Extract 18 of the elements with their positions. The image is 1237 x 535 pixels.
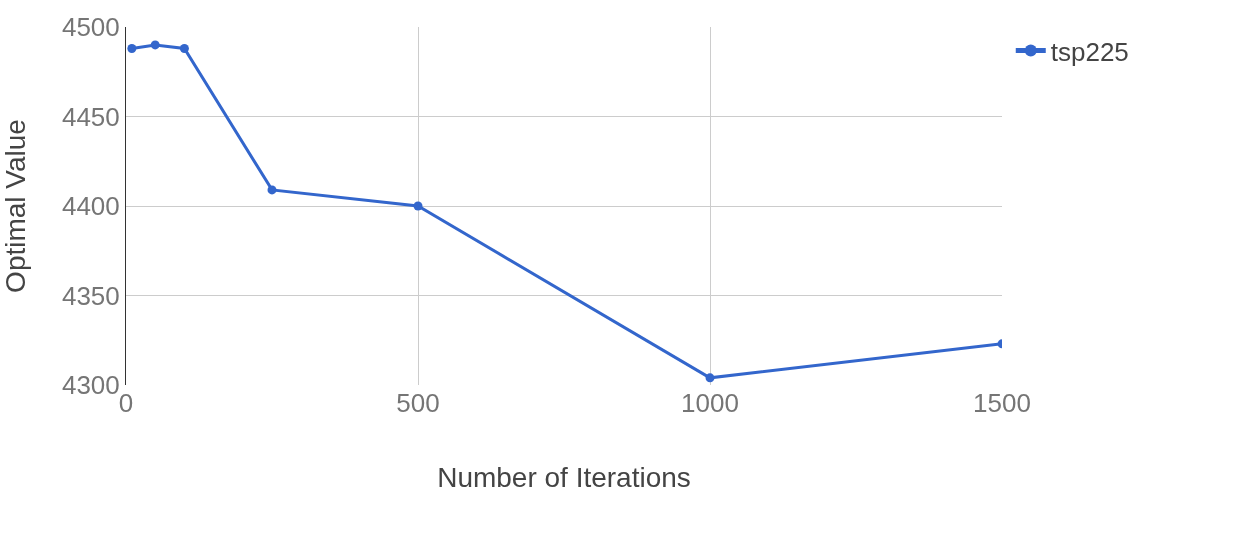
point xyxy=(267,185,277,195)
x-axis-title: Number of Iterations xyxy=(437,462,691,494)
point xyxy=(705,373,715,383)
y-tick-label: 4350 xyxy=(61,280,120,311)
y-tick-label: 4300 xyxy=(61,370,120,401)
x-tick-label: 0 xyxy=(118,388,134,418)
point xyxy=(150,40,160,50)
y-tick-label: 4450 xyxy=(61,101,120,132)
point xyxy=(413,201,423,211)
point xyxy=(127,43,137,53)
x-tick-label: 500 xyxy=(396,388,440,418)
y-tick-label: 4500 xyxy=(61,12,120,43)
point xyxy=(179,43,189,53)
legend-label: tsp225 xyxy=(1050,36,1129,67)
x-tick-label: 1000 xyxy=(681,388,739,418)
y-axis-title: Optimal Value xyxy=(0,119,31,293)
y-tick-label: 4400 xyxy=(61,191,120,222)
x-tick-label: 1500 xyxy=(973,388,1031,418)
